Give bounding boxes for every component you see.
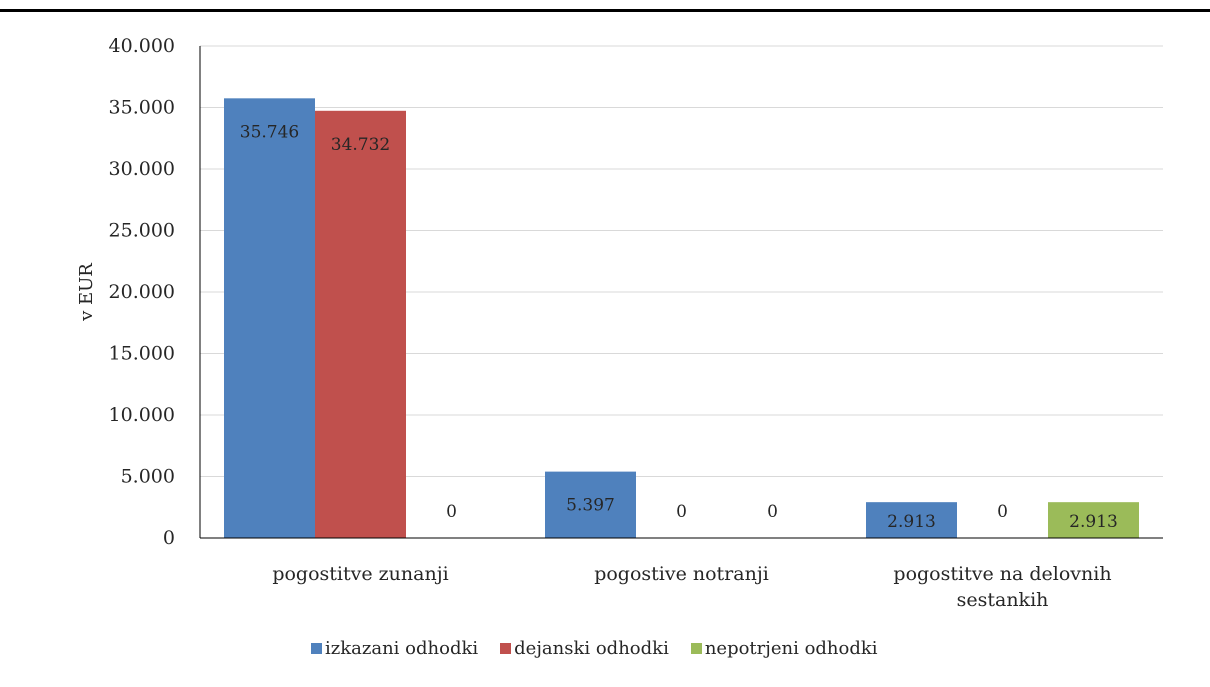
category-label: pogostitve na delovnih	[893, 563, 1111, 585]
y-tick-label: 30.000	[109, 158, 175, 180]
category-label: pogostive notranji	[594, 563, 769, 585]
y-axis-title: v EUR	[76, 263, 97, 322]
bar-chart: 0 5.000 10.000 15.000 20.000 25.000 30.000 35.0…	[76, 35, 1163, 611]
category-label: sestankih	[957, 589, 1049, 611]
legend-item: dejanski odhodki	[500, 638, 669, 659]
category-label: pogostitve zunanji	[272, 563, 448, 585]
legend-swatch	[500, 643, 512, 654]
legend-label: nepotrjeni odhodki	[704, 638, 878, 659]
data-label: 35.746	[240, 122, 299, 142]
bar	[224, 98, 315, 538]
data-label: 0	[676, 502, 687, 522]
y-tick-label: 25.000	[109, 220, 175, 242]
data-labels: 35.746 34.732 0 5.397 0 0 2.913 0 2.913	[240, 122, 1118, 532]
legend-swatch	[690, 643, 702, 654]
bar	[866, 502, 957, 538]
axes	[199, 46, 1163, 539]
y-tick-label: 5.000	[121, 466, 175, 488]
data-label: 5.397	[566, 496, 615, 516]
bars	[224, 98, 1139, 539]
y-tick-label: 15.000	[109, 343, 175, 365]
legend-item: izkazani odhodki	[311, 638, 478, 659]
legend-swatch	[311, 643, 322, 654]
data-label: 0	[767, 502, 778, 522]
legend-label: izkazani odhodki	[325, 638, 479, 659]
data-label: 2.913	[887, 512, 936, 532]
y-tick-labels: 0 5.000 10.000 15.000 20.000 25.000 30.000 35.0…	[109, 35, 175, 549]
y-tick-label: 0	[163, 527, 175, 549]
category-labels: pogostitve zunanji pogostive notranji pogo…	[272, 563, 1111, 611]
top-rule	[0, 9, 1210, 12]
data-label: 0	[997, 502, 1008, 522]
y-tick-label: 40.000	[109, 35, 175, 57]
legend: izkazani odhodki dejanski odhodki nepotrje…	[0, 638, 1210, 666]
legend-label: dejanski odhodki	[514, 638, 669, 659]
bar	[545, 471, 636, 538]
data-label: 2.913	[1069, 512, 1118, 532]
y-tick-label: 20.000	[109, 281, 175, 303]
bar	[315, 110, 406, 539]
y-tick-label: 10.000	[109, 404, 175, 426]
legend-item: nepotrjeni odhodki	[690, 638, 878, 659]
bar	[1048, 502, 1139, 538]
data-label: 0	[446, 502, 457, 522]
data-label: 34.732	[331, 135, 390, 155]
y-tick-label: 35.000	[109, 97, 175, 119]
